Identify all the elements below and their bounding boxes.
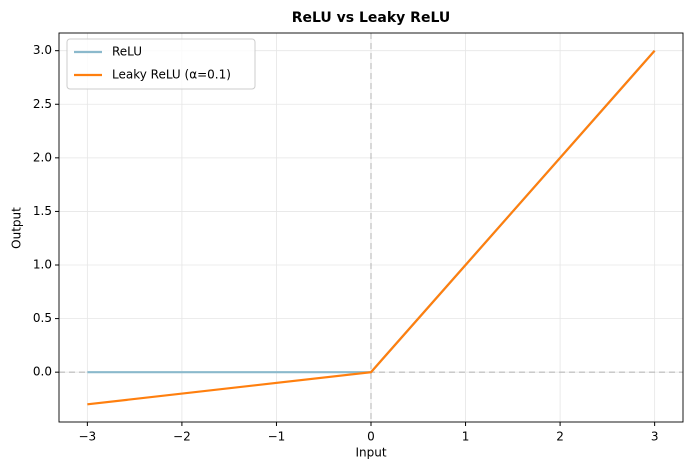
x-tick-label: 2 [556, 430, 564, 444]
x-tick-label: 3 [651, 430, 659, 444]
y-axis-label: Output [10, 207, 24, 249]
y-tick-label: 3.0 [33, 43, 52, 57]
y-tick-label: 2.5 [33, 97, 52, 111]
x-axis-label: Input [355, 446, 386, 460]
x-tick-label: −1 [268, 430, 286, 444]
x-tick-label: 0 [367, 430, 375, 444]
y-tick-label: 2.0 [33, 150, 52, 164]
x-tick-label: −3 [79, 430, 97, 444]
x-tick-label: 1 [462, 430, 470, 444]
legend: ReLU Leaky ReLU (α=0.1) [66, 38, 256, 90]
y-tick-label: 1.5 [33, 204, 52, 218]
y-tick-label: 1.0 [33, 258, 52, 272]
legend-label: Leaky ReLU (α=0.1) [112, 68, 231, 82]
plot-frame [58, 32, 684, 423]
legend-box [66, 38, 256, 90]
legend-label: ReLU [112, 45, 142, 59]
x-tick-label: −2 [173, 430, 191, 444]
series-line [87, 49, 656, 406]
y-tick-label: 0.0 [33, 365, 52, 379]
chart-title: ReLU vs Leaky ReLU [292, 10, 451, 26]
y-tick-label: 0.5 [33, 311, 52, 325]
